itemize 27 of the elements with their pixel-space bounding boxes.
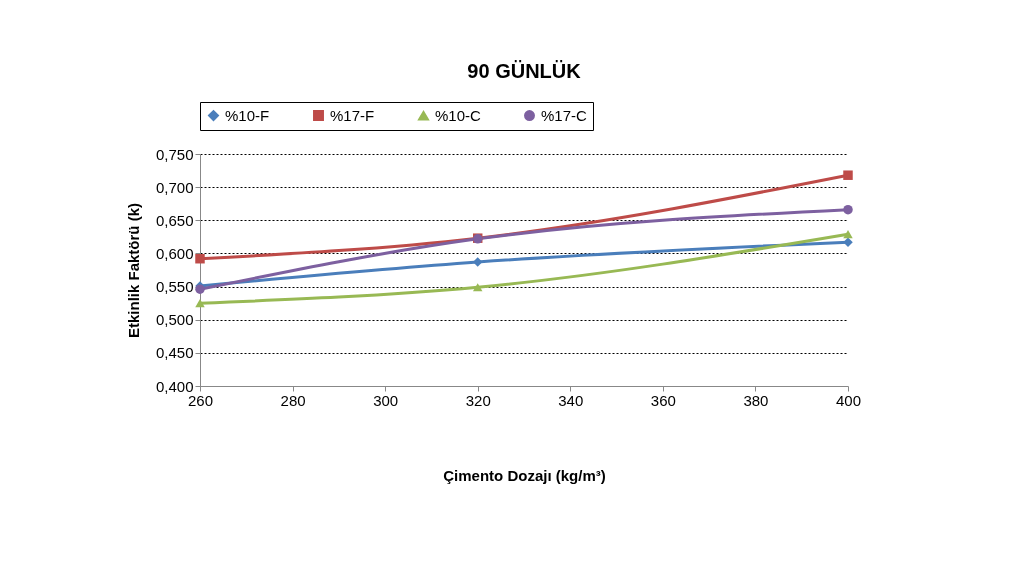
y-tick-label: 0,550 [155, 278, 194, 296]
y-tick-label: 0,750 [155, 145, 194, 163]
x-tick-label: 380 [743, 391, 769, 409]
legend-label: %17-F [330, 106, 375, 124]
point [195, 253, 205, 264]
x-tick-label: 280 [280, 391, 306, 409]
legend-label: %10-C [435, 106, 482, 124]
x-tick-label: 300 [373, 391, 399, 409]
y-axis-title: Etkinlik Faktörü (k) [124, 202, 142, 339]
x-tick-label: 320 [465, 391, 491, 409]
point [843, 170, 853, 180]
x-tick-label: 340 [558, 391, 584, 409]
legend-label: %10-F [225, 106, 270, 124]
legend-label: %17-C [541, 106, 588, 124]
chart-title: 90 GÜNLÜK [467, 59, 582, 82]
point [843, 204, 853, 215]
point [195, 299, 205, 308]
x-axis-title: Çimento Dozajı (kg/m³) [443, 466, 606, 484]
x-tick-label: 360 [650, 391, 676, 409]
y-tick-label: 0,500 [155, 311, 194, 329]
point [472, 283, 483, 292]
y-tick-label: 0,600 [155, 244, 194, 262]
point [843, 230, 853, 239]
y-tick-label: 0,450 [155, 344, 194, 362]
x-tick-label: 400 [835, 391, 862, 409]
y-tick-label: 0,700 [155, 178, 194, 196]
y-tick-label: 0,650 [155, 211, 194, 229]
